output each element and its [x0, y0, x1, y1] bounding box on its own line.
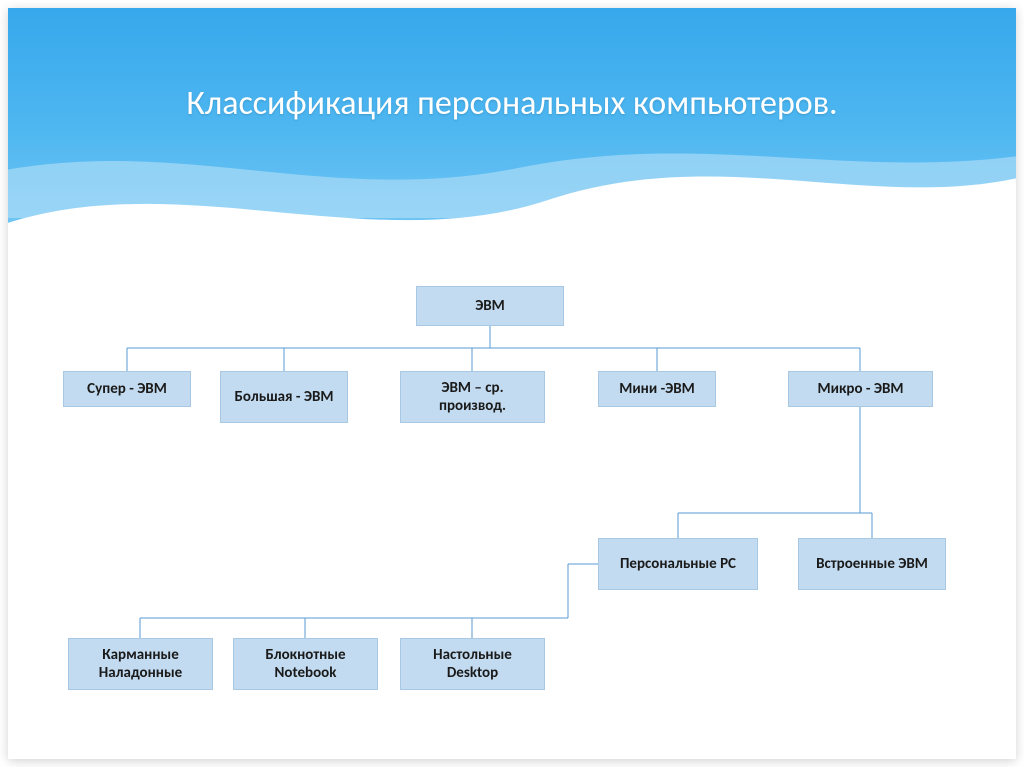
header-background [8, 8, 1016, 268]
node-desk: Настольные Desktop [400, 638, 545, 690]
node-root: ЭВМ [416, 286, 564, 326]
node-palm: Карманные Наладонные [68, 638, 213, 690]
node-mid: ЭВМ – ср. производ. [400, 371, 545, 423]
node-pc: Персональные PC [598, 538, 758, 590]
node-micro: Микро - ЭВМ [788, 371, 933, 407]
node-emb: Встроенные ЭВМ [798, 538, 946, 590]
page-title: Классификация персональных компьютеров. [8, 83, 1016, 124]
node-super: Супер - ЭВМ [63, 371, 191, 407]
slide: Классификация персональных компьютеров. [8, 8, 1016, 759]
node-big: Большая - ЭВМ [220, 371, 348, 423]
node-mini: Мини -ЭВМ [598, 371, 716, 407]
org-chart: ЭВМ Супер - ЭВМ Большая - ЭВМ ЭВМ – ср. … [8, 268, 1016, 759]
wave-white [8, 130, 1016, 268]
node-note: Блокнотные Notebook [233, 638, 378, 690]
